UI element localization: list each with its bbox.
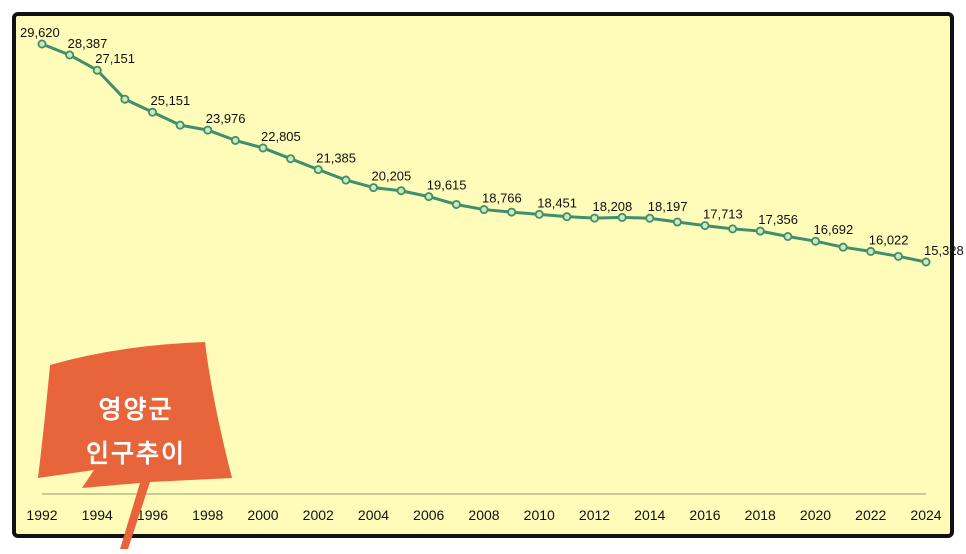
x-tick-2010: 2010 (524, 507, 555, 523)
data-label-1994: 27,151 (95, 51, 135, 66)
x-tick-2000: 2000 (247, 507, 278, 523)
x-tick-2018: 2018 (745, 507, 776, 523)
data-point-2013 (617, 212, 627, 222)
x-tick-1996: 1996 (137, 507, 168, 523)
x-tick-2014: 2014 (634, 507, 665, 523)
data-label-1993: 28,387 (68, 36, 108, 51)
x-tick-labels: 1992 1994 1996 1998 2000 2002 2004 2006 2008 2010… (26, 507, 941, 523)
x-tick-2022: 2022 (855, 507, 886, 523)
data-label-2022: 16,022 (869, 232, 909, 247)
data-point-2014 (645, 213, 655, 223)
data-label-2006: 19,615 (427, 178, 467, 193)
data-point-2004 (368, 183, 378, 193)
x-tick-2004: 2004 (358, 507, 389, 523)
x-tick-2012: 2012 (579, 507, 610, 523)
data-label-1992: 29,620 (20, 25, 60, 40)
data-label-2012: 18,208 (593, 199, 633, 214)
data-point-2012 (590, 213, 600, 223)
data-point-2003 (341, 175, 351, 185)
data-point-2007 (451, 199, 461, 209)
data-point-2001 (286, 154, 296, 164)
data-label-2000: 22,805 (261, 129, 301, 144)
data-label-2014: 18,197 (648, 199, 688, 214)
data-label-2018: 17,356 (758, 212, 798, 227)
data-label-2008: 18,766 (482, 191, 522, 206)
data-label-2002: 21,385 (316, 151, 356, 166)
data-point-2005 (396, 186, 406, 196)
data-point-2020 (811, 236, 821, 246)
data-label-1998: 23,976 (206, 111, 246, 126)
data-point-2024 (921, 257, 931, 267)
data-label-2004: 20,205 (372, 169, 412, 184)
data-point-2023 (893, 251, 903, 261)
x-tick-2016: 2016 (689, 507, 720, 523)
data-points (37, 39, 931, 267)
data-label-2024: 15,328 (924, 243, 964, 258)
data-point-2002 (313, 165, 323, 175)
data-point-2006 (424, 192, 434, 202)
data-point-2018 (755, 226, 765, 236)
data-point-2011 (562, 212, 572, 222)
x-tick-2008: 2008 (468, 507, 499, 523)
data-point-2009 (507, 207, 517, 217)
x-tick-2024: 2024 (910, 507, 941, 523)
data-label-1996: 25,151 (151, 93, 191, 108)
data-point-2022 (866, 246, 876, 256)
callout-line-1: 영양군 (98, 396, 173, 424)
data-point-2017 (728, 224, 738, 234)
data-label-2020: 16,692 (814, 222, 854, 237)
data-point-2000 (258, 143, 268, 153)
data-point-2019 (783, 231, 793, 241)
x-tick-1992: 1992 (26, 507, 57, 523)
callout-line-2: 인구추이 (86, 440, 186, 468)
callout-bubble: 영양군 인구추이 (38, 342, 232, 549)
x-tick-2002: 2002 (303, 507, 334, 523)
data-point-1993 (65, 50, 75, 60)
x-tick-2020: 2020 (800, 507, 831, 523)
data-point-2015 (672, 217, 682, 227)
data-point-1992 (37, 39, 47, 49)
data-point-1994 (92, 65, 102, 75)
x-tick-1994: 1994 (82, 507, 113, 523)
data-point-1995 (120, 94, 130, 104)
x-tick-2006: 2006 (413, 507, 444, 523)
data-label-2010: 18,451 (537, 195, 577, 210)
data-point-2021 (838, 242, 848, 252)
data-point-2008 (479, 205, 489, 215)
callout-shape (38, 342, 232, 549)
x-tick-1998: 1998 (192, 507, 223, 523)
data-point-1996 (147, 107, 157, 117)
data-point-2016 (700, 221, 710, 231)
data-point-1999 (230, 135, 240, 145)
data-point-1998 (203, 125, 213, 135)
data-point-1997 (175, 120, 185, 130)
data-label-2016: 17,713 (703, 207, 743, 222)
data-point-2010 (534, 209, 544, 219)
